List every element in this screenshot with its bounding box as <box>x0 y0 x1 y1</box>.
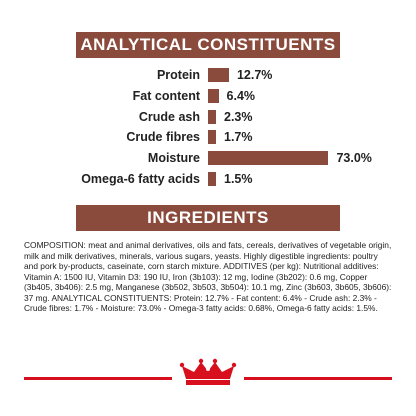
constituent-bar <box>208 130 216 144</box>
constituent-value: 73.0% <box>336 151 372 165</box>
constituent-bar <box>208 151 329 165</box>
constituent-label: Crude fibres <box>126 130 200 144</box>
constituent-row-moisture: Moisture 73.0% <box>0 148 416 168</box>
ingredients-text: COMPOSITION: meat and animal derivatives… <box>24 240 392 313</box>
crown-icon <box>179 358 237 385</box>
constituent-row-fibres: Crude fibres 1.7% <box>0 127 416 147</box>
constituent-row-protein: Protein 12.7% <box>0 65 416 85</box>
analytical-constituents-title: ANALYTICAL CONSTITUENTS <box>76 32 340 58</box>
footer-divider-right <box>244 377 392 380</box>
footer-divider-left <box>24 377 172 380</box>
constituent-bar <box>208 172 216 186</box>
constituent-label: Omega-6 fatty acids <box>81 172 200 186</box>
ingredients-title: INGREDIENTS <box>76 205 340 231</box>
constituent-label: Fat content <box>132 89 200 103</box>
constituent-value: 6.4% <box>226 89 256 103</box>
constituent-bar <box>208 110 216 124</box>
constituent-row-ash: Crude ash 2.3% <box>0 107 416 127</box>
constituent-value: 1.7% <box>224 130 253 144</box>
constituent-value: 1.5% <box>224 172 253 186</box>
constituent-row-fat: Fat content 6.4% <box>0 86 416 106</box>
constituent-value: 12.7% <box>236 68 273 82</box>
constituent-bar <box>208 89 219 103</box>
constituent-bar <box>208 68 229 82</box>
constituent-value: 2.3% <box>224 110 253 124</box>
constituent-label: Moisture <box>147 151 200 165</box>
constituent-row-omega6: Omega-6 fatty acids 1.5% <box>0 169 416 189</box>
constituent-label: Crude ash <box>138 110 200 124</box>
constituent-label: Protein <box>156 68 200 82</box>
